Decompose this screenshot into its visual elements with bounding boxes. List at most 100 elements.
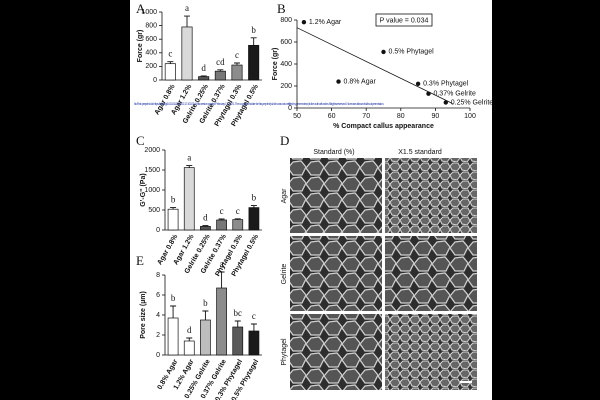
significance-letter: c (168, 49, 172, 59)
error-bar (250, 37, 257, 46)
x-tick-label: 70 (362, 113, 370, 120)
point (443, 100, 448, 105)
error-bar (217, 69, 224, 72)
y-tick-label: 1000 (144, 187, 160, 194)
y-tick-label: 8 (156, 272, 160, 279)
bar (183, 167, 195, 231)
significance-letter: b (203, 298, 208, 308)
point-label: 0.37% Gelrite (433, 91, 476, 98)
significance-letter: a (220, 259, 224, 269)
panel-label: B (277, 1, 286, 16)
y-tick-label: 1500 (144, 167, 160, 174)
error-bar (186, 337, 193, 341)
point-label: 0.5% Phytagel (389, 49, 435, 56)
micrograph (290, 236, 382, 311)
micrograph (385, 158, 477, 233)
column-header: Standard (%) (313, 149, 354, 156)
micrograph (385, 314, 477, 390)
x-tick-label: 90 (432, 113, 440, 120)
y-axis-label: Force (gr) (137, 30, 144, 63)
significance-letter: cd (216, 57, 225, 67)
annotation-box (375, 13, 433, 27)
bar (216, 219, 227, 231)
significance-letter: b (251, 25, 256, 35)
bar (248, 207, 260, 231)
error-bar (218, 271, 225, 288)
y-tick-label: 500 (148, 207, 160, 214)
x-tick-label: 80 (397, 113, 405, 120)
point-label: 1.2% Agar (309, 19, 342, 26)
image-panel: D Standard (%) X1.5 standard Agar Gelrit… (280, 133, 477, 390)
point (301, 20, 307, 25)
y-tick-label: 0 (156, 227, 160, 234)
significance-letter: c (252, 311, 256, 321)
bar (200, 226, 211, 231)
error-bar (184, 15, 190, 27)
bar (200, 319, 211, 356)
y-axis-label: Pore size (µm) (140, 291, 147, 339)
significance-letter: c (220, 206, 224, 216)
y-tick-label: 600 (280, 39, 292, 46)
watermark: bioRxiv preprint doi: https://doi.org/10… (134, 102, 384, 106)
micrograph (290, 314, 382, 390)
panel-label: D (280, 133, 289, 148)
y-tick-label: 600 (145, 36, 157, 43)
point (336, 79, 341, 84)
error-bar (250, 205, 257, 208)
point (415, 81, 421, 87)
point-label: 0.25% Gelrite (451, 99, 494, 106)
error-bar (167, 61, 174, 64)
error-bar (186, 165, 193, 168)
row-label: Agar (281, 188, 288, 203)
annotation: P value = 0.034 (380, 17, 429, 24)
y-tick-label: 400 (280, 61, 292, 68)
error-bar (234, 320, 241, 327)
point-label: 0.8% Agar (344, 78, 377, 85)
bar (232, 326, 244, 356)
bar (214, 70, 226, 81)
micrograph (290, 158, 382, 233)
y-tick-label: 800 (145, 22, 157, 29)
trend-line (296, 27, 453, 104)
y-axis-label: G'-G'' (Pa) (140, 173, 147, 206)
significance-letter: d (201, 63, 206, 73)
point-label: 0.3% Phytagel (423, 81, 469, 88)
y-tick-label: 2000 (144, 147, 160, 154)
x-axis-label: % Compact callus appearance (333, 123, 434, 130)
y-tick-label: 4 (156, 312, 160, 319)
significance-letter: a (185, 3, 189, 13)
bar (232, 219, 244, 231)
y-tick-label: 400 (145, 50, 157, 57)
error-bar (234, 218, 241, 220)
significance-letter: c (235, 50, 239, 60)
error-bar (170, 207, 177, 210)
panel-label: C (136, 133, 145, 148)
error-bar (250, 323, 257, 331)
error-bar (202, 310, 209, 320)
point (426, 91, 431, 96)
y-tick-label: 0 (288, 105, 292, 112)
y-tick-label: 200 (145, 63, 157, 70)
significance-letter: b (252, 193, 257, 203)
bar (183, 340, 195, 356)
error-bar (200, 75, 207, 77)
significance-letter: b (171, 195, 176, 205)
y-tick-label: 6 (156, 292, 160, 299)
y-tick-label: 200 (280, 83, 292, 90)
y-tick-label: 2 (156, 332, 160, 339)
significance-letter: d (203, 213, 208, 223)
bar (164, 63, 176, 81)
significance-letter: a (187, 153, 191, 163)
bar (231, 64, 243, 81)
error-bar (202, 225, 209, 227)
error-bar (234, 62, 240, 66)
significance-letter: bc (234, 308, 243, 318)
error-bar (170, 305, 177, 318)
y-tick-label: 0 (153, 77, 157, 84)
significance-letter: d (187, 325, 192, 335)
point (381, 49, 386, 55)
bar (216, 287, 227, 356)
bar (248, 44, 260, 81)
x-tick-label: 50 (293, 113, 301, 120)
